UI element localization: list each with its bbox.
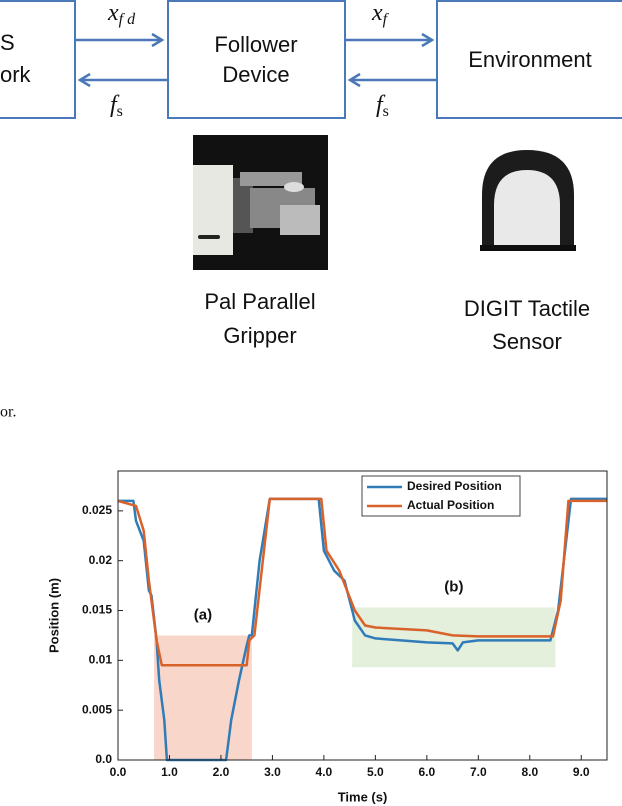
subscript: f d <box>119 11 136 28</box>
device-label: Sensor <box>492 329 562 354</box>
arrow <box>75 32 165 48</box>
legend-box <box>361 475 521 517</box>
y-tick-label: 0.005 <box>82 702 112 716</box>
x-tick-label: 4.0 <box>316 765 333 779</box>
gripper-photo <box>193 135 328 270</box>
region <box>154 635 252 760</box>
x-tick-label: 9.0 <box>573 765 590 779</box>
subscript: s <box>117 103 123 120</box>
arrow-label: fs <box>110 92 123 120</box>
region-label: (a) <box>194 606 212 623</box>
box-text: Follower <box>214 32 297 57</box>
arrow-label: xf d <box>107 0 136 28</box>
region-label: (b) <box>444 578 463 595</box>
x-tick-label: 6.0 <box>418 765 435 779</box>
series-line <box>117 497 607 667</box>
y-tick-label: 0.015 <box>82 603 112 617</box>
arrow <box>347 72 437 88</box>
x-tick-label: 8.0 <box>521 765 538 779</box>
x-tick-label: 1.0 <box>161 765 178 779</box>
device-label: DIGIT Tactile <box>464 296 590 321</box>
chart: (a)(b)0.0 1.0 2.0 3.0 4.0 5.0 6.0 7.0 8.0 9.00.00… <box>46 470 608 804</box>
legend-label: Desired Position <box>407 479 502 493</box>
symbol: x <box>371 0 383 26</box>
box-text: Environment <box>468 47 592 72</box>
follower-box <box>167 0 346 119</box>
box-text: Device <box>222 62 289 87</box>
left-box <box>0 0 76 119</box>
x-tick-label: 3.0 <box>264 765 281 779</box>
digit-photo <box>480 150 576 251</box>
x-tick-label: 0.0 <box>110 765 127 779</box>
box-text: S <box>0 30 15 55</box>
y-tick-label: 0.01 <box>89 653 113 667</box>
x-tick-label: 5.0 <box>367 765 384 779</box>
y-tick-label: 0.0 <box>95 752 112 766</box>
x-axis-label: Time (s) <box>338 789 388 804</box>
y-tick-label: 0.025 <box>82 503 112 517</box>
arrow-label: fs <box>376 92 389 120</box>
arrow <box>77 72 168 88</box>
arrow <box>345 32 435 48</box>
symbol: f <box>110 92 120 118</box>
subscript: f <box>383 11 390 28</box>
x-tick-label: 7.0 <box>470 765 487 779</box>
symbol: f <box>376 92 386 118</box>
y-tick-label: 0.02 <box>89 553 113 567</box>
legend-label: Actual Position <box>407 498 494 512</box>
arrows <box>75 32 437 88</box>
y-axis-label: Position (m) <box>46 578 61 653</box>
x-tick-label: 2.0 <box>213 765 230 779</box>
plot-frame <box>117 470 608 761</box>
subscript: s <box>383 103 389 120</box>
device-label: Gripper <box>223 323 296 348</box>
device-label: Pal Parallel <box>204 289 315 314</box>
arrow-label: xf <box>371 0 390 28</box>
box-text: ork <box>0 62 32 87</box>
caption-fragment: or. <box>0 404 16 421</box>
environment-box <box>436 0 622 119</box>
symbol: x <box>107 0 119 26</box>
